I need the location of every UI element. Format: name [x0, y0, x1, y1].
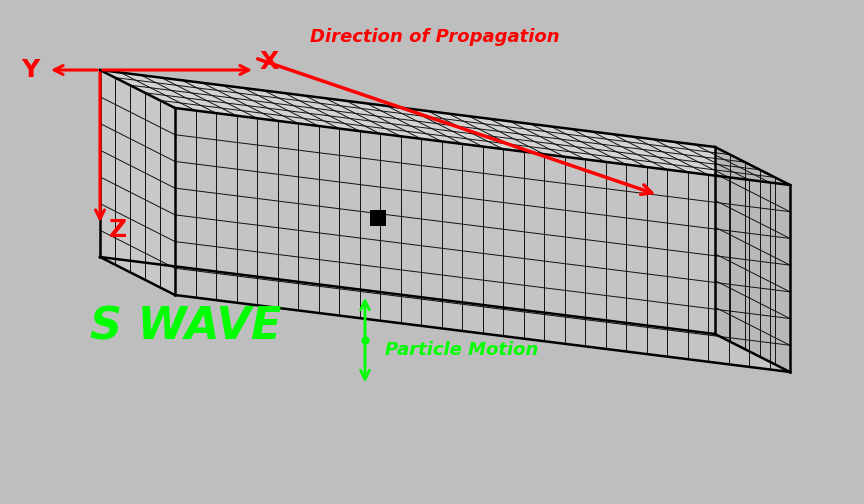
Polygon shape [175, 108, 790, 372]
Polygon shape [715, 147, 790, 372]
Polygon shape [100, 70, 790, 185]
Text: Y: Y [21, 58, 39, 82]
Text: Z: Z [109, 218, 127, 242]
Text: S WAVE: S WAVE [90, 306, 282, 349]
Polygon shape [100, 70, 175, 295]
Text: X: X [260, 50, 279, 74]
Bar [370, 210, 386, 226]
Text: Particle Motion: Particle Motion [385, 341, 538, 359]
Text: Direction of Propagation: Direction of Propagation [310, 28, 560, 46]
